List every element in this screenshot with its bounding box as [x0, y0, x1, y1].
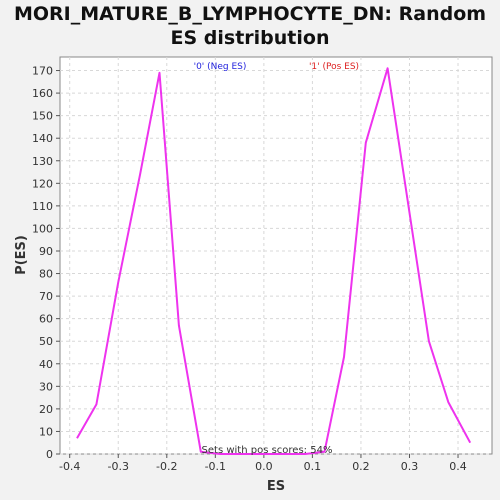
annotation-pos-scores: Sets with pos scores: 54% — [202, 445, 333, 456]
x-axis-label: ES — [267, 479, 285, 494]
x-tick-label: -0.3 — [108, 460, 129, 473]
y-tick-label: 150 — [32, 110, 53, 123]
x-tick-label: 0.2 — [352, 460, 370, 473]
y-tick-label: 100 — [32, 222, 53, 235]
y-tick-label: 70 — [39, 290, 53, 303]
y-tick-label: 60 — [39, 313, 53, 326]
y-tick-label: 130 — [32, 155, 53, 168]
y-tick-label: 170 — [32, 65, 53, 78]
x-tick-label: 0.4 — [449, 460, 467, 473]
y-tick-label: 40 — [39, 358, 53, 371]
plot-area — [59, 56, 493, 455]
y-tick-label: 110 — [32, 200, 53, 213]
y-tick-label: 10 — [39, 425, 53, 438]
series-layer — [76, 67, 472, 455]
chart-title-line-1: MORI_MATURE_B_LYMPHOCYTE_DN: Random — [13, 3, 487, 25]
y-tick-label: 140 — [32, 132, 53, 145]
y-tick-label: 0 — [46, 448, 53, 461]
y-tick-label: 160 — [32, 87, 53, 100]
y-tick-label: 120 — [32, 177, 53, 190]
x-tick-label: 0.0 — [255, 460, 273, 473]
series-line — [76, 67, 472, 455]
legend: '0' (Neg ES) '1' (Pos ES) — [194, 62, 359, 72]
y-tick-label: 80 — [39, 268, 53, 281]
y-tick-label: 30 — [39, 380, 53, 393]
x-tick-label: 0.3 — [401, 460, 419, 473]
axes: 0 10 20 30 40 50 60 70 80 90 100 110 120 130 140 150 160… — [32, 65, 467, 473]
legend-entry-neg-es: '0' (Neg ES) — [194, 62, 247, 72]
chart-title-line-2: ES distribution — [170, 27, 330, 49]
y-tick-label: 50 — [39, 335, 53, 348]
y-axis-label: P(ES) — [14, 235, 29, 275]
x-tick-label: -0.2 — [156, 460, 177, 473]
x-tick-label: 0.1 — [304, 460, 322, 473]
x-tick-label: -0.4 — [59, 460, 80, 473]
y-tick-label: 90 — [39, 245, 53, 258]
grid-lines — [60, 57, 492, 455]
x-tick-label: -0.1 — [205, 460, 226, 473]
legend-entry-pos-es: '1' (Pos ES) — [309, 62, 359, 72]
y-tick-label: 20 — [39, 403, 53, 416]
